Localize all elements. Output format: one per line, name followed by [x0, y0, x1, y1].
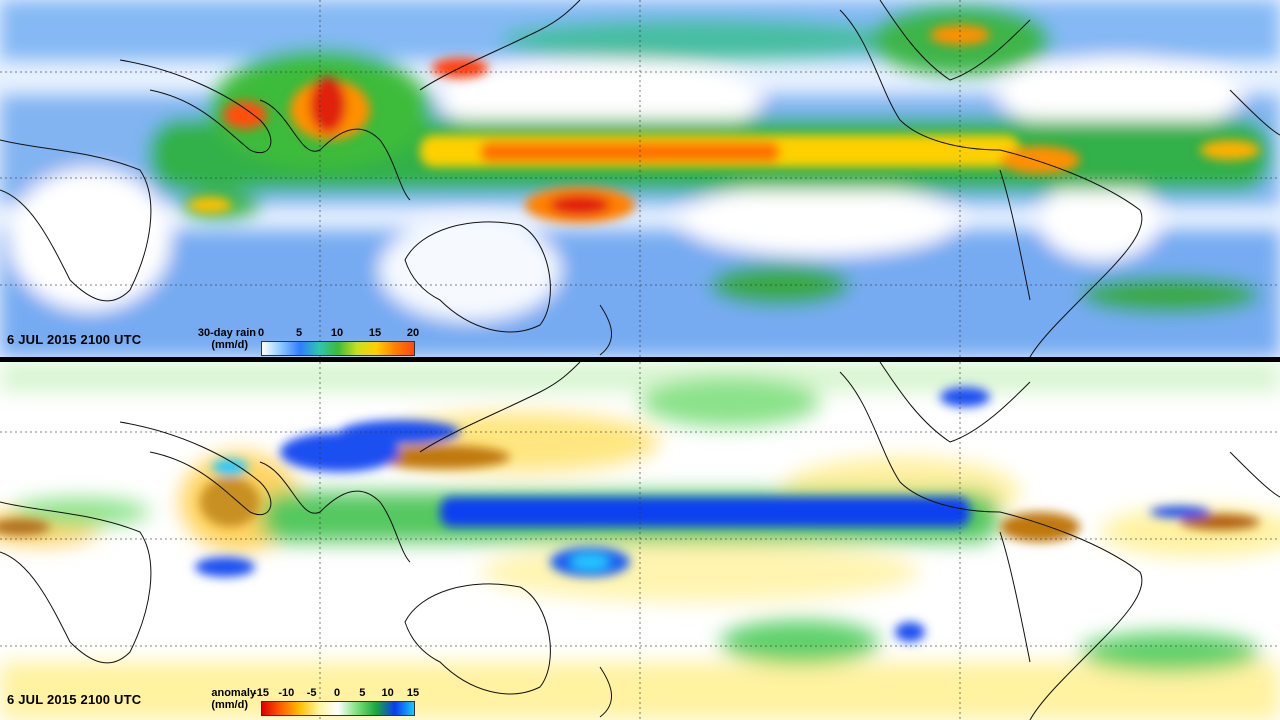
- rain-legend: 30-day rain (mm/d) 0 5 10 15 20: [186, 327, 426, 357]
- colorbar-tick-label: 5: [359, 687, 366, 699]
- colorbar-tick-label: 15: [368, 327, 382, 339]
- rainfall-map-panel: 6 JUL 2015 2100 UTC 30-day rain (mm/d) 0…: [0, 0, 1280, 357]
- colorbar-tick-label: -10: [278, 687, 295, 699]
- colorbar-tick-label: 20: [406, 327, 420, 339]
- colorbar-tick-label: 0: [333, 687, 341, 699]
- legend-title-line1: 30-day rain: [197, 327, 256, 339]
- legend-title: 30-day rain (mm/d): [186, 327, 256, 351]
- anomaly-legend: anomaly (mm/d) -15 -10 -5 0 5 10 15: [186, 687, 426, 717]
- colorbar-tick-label: 15: [406, 687, 420, 699]
- colorbar-tick-label: -5: [306, 687, 317, 699]
- colorbar-tick-label: -15: [253, 687, 269, 699]
- rain-colorbar: [261, 341, 415, 356]
- legend-title-line2: (mm/d): [211, 699, 248, 711]
- colorbar-tick-label: 10: [381, 687, 394, 699]
- timestamp: 6 JUL 2015 2100 UTC: [7, 332, 142, 347]
- colorbar-tick-label: 10: [330, 327, 344, 339]
- legend-title-line1: anomaly: [211, 687, 256, 699]
- legend-title: anomaly (mm/d): [186, 687, 256, 711]
- legend-title-line2: (mm/d): [211, 339, 248, 351]
- anomaly-map: [0, 362, 1280, 720]
- timestamp: 6 JUL 2015 2100 UTC: [7, 692, 142, 707]
- anomaly-colorbar: [261, 701, 415, 716]
- colorbar-tick-label: 0: [257, 327, 265, 339]
- colorbar-tick-label: 5: [295, 327, 303, 339]
- anomaly-map-panel: 6 JUL 2015 2100 UTC anomaly (mm/d) -15 -1…: [0, 362, 1280, 720]
- rainfall-map: [0, 0, 1280, 357]
- panel-divider: [0, 357, 1280, 362]
